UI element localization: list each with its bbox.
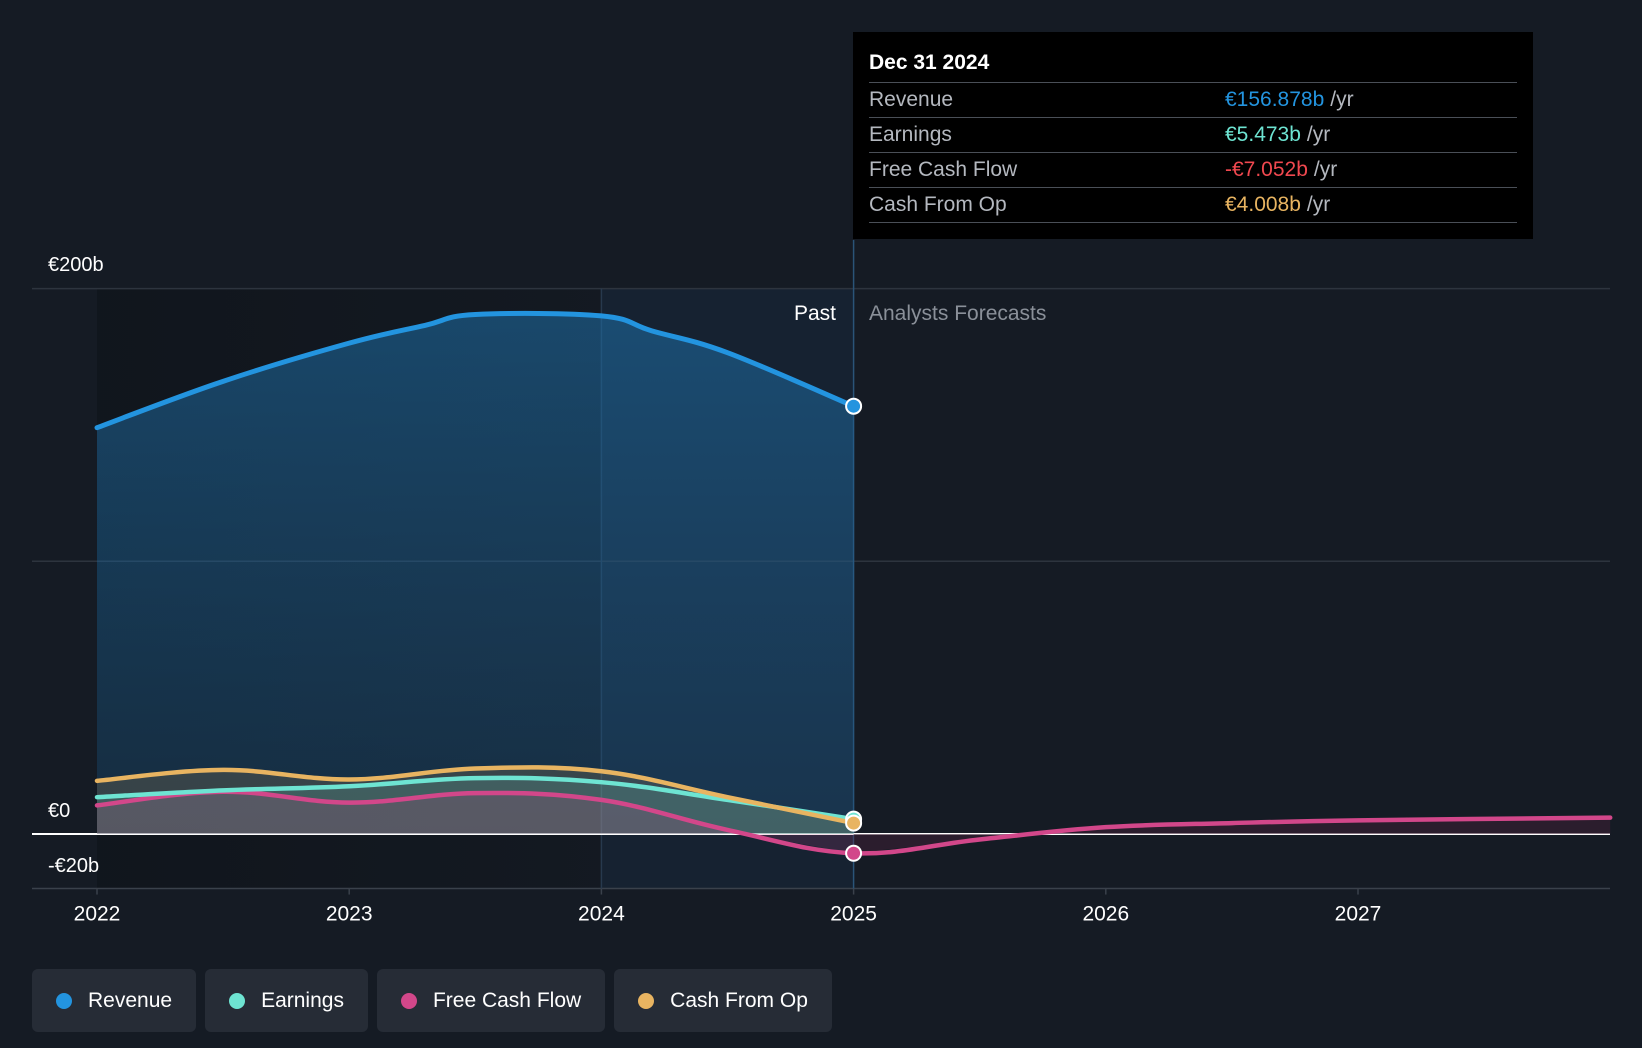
tooltip-value: -€7.052b [1225, 158, 1308, 181]
legend-item-revenue[interactable]: Revenue [32, 969, 197, 1032]
y-tick-label-bottom: -€20b [48, 855, 99, 877]
legend-label: Cash From Op [670, 988, 808, 1012]
tooltip: Dec 31 2024 Revenue €156.878b /yr Earnin… [853, 32, 1533, 239]
legend-label: Revenue [88, 988, 173, 1012]
legend-dot-icon [229, 992, 246, 1009]
legend-item-cash-from-op[interactable]: Cash From Op [614, 969, 832, 1032]
tooltip-row-free-cash-flow: Free Cash Flow -€7.052b /yr [869, 153, 1517, 188]
revenue-area [97, 313, 854, 835]
period-label-forecast: Analysts Forecasts [869, 302, 1046, 325]
legend-label: Earnings [261, 988, 344, 1012]
tooltip-unit: /yr [1330, 88, 1354, 111]
free-cash-flow-forecast-area [853, 817, 1611, 854]
legend-item-earnings[interactable]: Earnings [205, 969, 368, 1032]
free-cash-flow-area [97, 791, 854, 854]
tooltip-row-cash-from-op: Cash From Op €4.008b /yr [869, 188, 1517, 223]
y-tick-label-zero: €0 [48, 800, 70, 822]
revenue-line [94, 310, 857, 431]
revenue-marker [845, 397, 863, 415]
tooltip-value: €4.008b [1225, 193, 1301, 216]
legend-dot-icon [400, 992, 417, 1009]
tooltip-unit: /yr [1313, 158, 1338, 181]
tooltip-value: €156.878b [1225, 88, 1325, 111]
tooltip-label: Revenue [869, 88, 954, 111]
legend-dot-icon [638, 992, 655, 1009]
x-tick-label: 2026 [1082, 903, 1129, 926]
cash-from-op-line [94, 765, 856, 826]
period-label-past: Past [794, 302, 836, 325]
x-tick-label: 2024 [578, 903, 625, 926]
x-tick-label: 2027 [1335, 903, 1382, 926]
tooltip-row-revenue: Revenue €156.878b /yr [869, 83, 1517, 118]
legend: Revenue Earnings Free Cash Flow Cash Fro… [32, 969, 832, 1032]
cash-from-op-marker [845, 814, 863, 832]
x-tick-label: 2023 [326, 903, 373, 926]
free-cash-flow-line [94, 789, 1613, 856]
legend-item-free-cash-flow[interactable]: Free Cash Flow [376, 969, 606, 1032]
free-cash-flow-marker [845, 844, 863, 862]
legend-label: Free Cash Flow [432, 988, 582, 1012]
tooltip-date: Dec 31 2024 [869, 48, 1517, 83]
earnings-line [94, 775, 856, 822]
tooltip-label: Earnings [869, 123, 952, 146]
tooltip-unit: /yr [1306, 123, 1331, 146]
tooltip-label: Cash From Op [869, 193, 1007, 216]
x-tick-label: 2022 [74, 903, 121, 926]
tooltip-value: €5.473b [1225, 123, 1301, 146]
y-tick-label-top: €200b [48, 254, 104, 276]
tooltip-unit: /yr [1306, 193, 1331, 216]
tooltip-row-earnings: Earnings €5.473b /yr [869, 118, 1517, 153]
x-tick-label: 2025 [830, 903, 877, 926]
legend-dot-icon [56, 992, 72, 1009]
tooltip-label: Free Cash Flow [869, 158, 1018, 181]
